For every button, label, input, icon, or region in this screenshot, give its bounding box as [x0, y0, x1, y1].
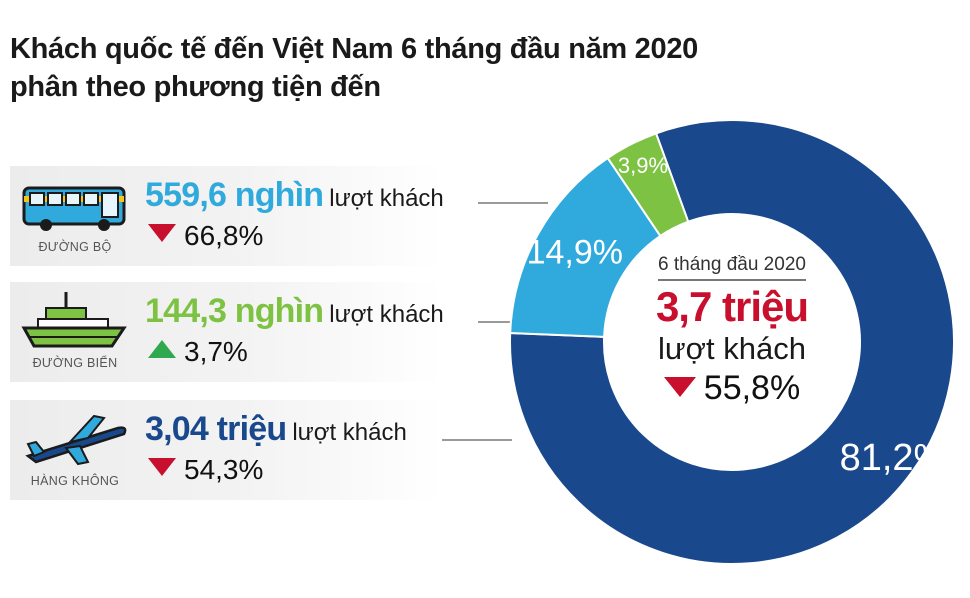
center-summary: 6 tháng đầu 2020 3,7 triệu lượt khách 55…: [640, 254, 824, 409]
chart-title: Khách quốc tế đến Việt Nam 6 tháng đầu n…: [10, 30, 770, 106]
slice-label-sea: 3,9%: [618, 153, 668, 178]
title-line-1: Khách quốc tế đến Việt Nam 6 tháng đầu n…: [10, 33, 698, 65]
ship-icon: [18, 290, 130, 350]
center-down-arrow-icon: [663, 377, 696, 398]
sea-value: 144,3 nghìn: [145, 292, 324, 330]
mode-label-road: ĐƯỜNG BỘ: [38, 240, 112, 254]
sea-up-arrow-icon: [148, 340, 176, 358]
center-unit: lượt khách: [658, 331, 806, 366]
center-change: 55,8%: [703, 369, 801, 407]
air-down-arrow-icon: [148, 458, 176, 476]
bus-icon: [18, 174, 130, 234]
slice-label-air: 81,2%: [840, 437, 948, 479]
leader-line-air: [442, 439, 512, 441]
row-air: HÀNG KHÔNG 3,04 triệu lượt khách 54,3%: [10, 400, 442, 500]
road-value: 559,6 nghìn: [145, 176, 324, 214]
mode-label-air: HÀNG KHÔNG: [30, 474, 120, 488]
row-road: ĐƯỜNG BỘ 559,6 nghìn lượt khách 66,8%: [10, 166, 444, 266]
road-down-arrow-icon: [148, 224, 176, 242]
row-sea: ĐƯỜNG BIỂN 144,3 nghìn lượt khách 3,7%: [10, 282, 444, 382]
air-unit: lượt khách: [292, 419, 407, 446]
donut-hole: [605, 215, 859, 469]
airplane-icon: [18, 408, 130, 468]
sea-change: 3,7%: [184, 336, 248, 367]
title-line-2: phân theo phương tiện đến: [10, 71, 381, 103]
slice-label-road: 14,9%: [527, 233, 623, 271]
center-total: 3,7 triệu: [655, 283, 809, 330]
road-change: 66,8%: [184, 220, 264, 251]
center-period: 6 tháng đầu 2020: [658, 254, 806, 281]
road-unit: lượt khách: [329, 185, 444, 212]
sea-unit: lượt khách: [329, 301, 444, 328]
air-change: 54,3%: [184, 454, 264, 485]
mode-label-sea: ĐƯỜNG BIỂN: [32, 356, 118, 370]
slice-sea: [606, 132, 690, 238]
air-value: 3,04 triệu: [145, 410, 287, 448]
slice-air: [509, 119, 955, 565]
leader-line-sea: [478, 321, 510, 323]
leader-line-road: [478, 202, 548, 204]
